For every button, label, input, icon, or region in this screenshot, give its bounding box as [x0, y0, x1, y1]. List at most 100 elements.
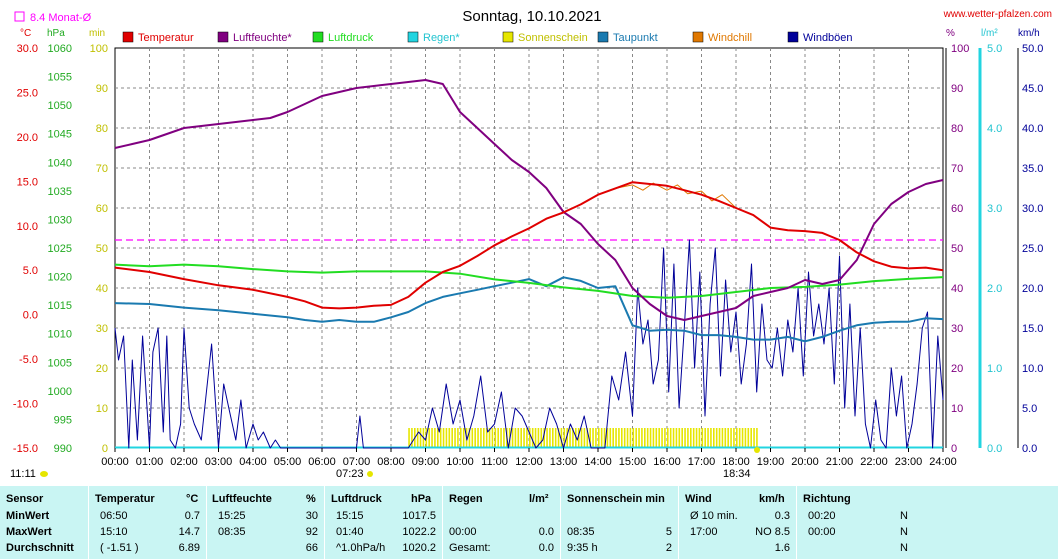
sunshine-bar: [560, 428, 563, 448]
sunshine-bar: [531, 428, 534, 448]
minutes-tick-label: 0: [102, 443, 108, 455]
sunshine-bar: [546, 428, 548, 448]
header-sensor: Sensor: [6, 493, 44, 505]
pressure-tick-label: 1030: [48, 214, 72, 226]
sunshine-bar: [428, 428, 430, 448]
stat-row-label: MinWert: [6, 510, 50, 522]
humidity-tick-label: 90: [951, 83, 963, 95]
unit-pressure: hPa: [47, 28, 65, 39]
sunshine-bar: [474, 428, 476, 448]
pressure-tick-label: 1055: [48, 72, 72, 84]
humidity-tick-label: 10: [951, 403, 963, 415]
pressure-tick-label: 995: [54, 414, 72, 426]
sunshine-bar: [497, 428, 499, 448]
sunshine-bar: [727, 428, 729, 448]
x-tick-label: 09:00: [412, 456, 440, 468]
stat-cell: ( -1.51 ): [100, 542, 139, 554]
legend-label: Taupunkt: [613, 32, 658, 44]
pressure-tick-label: 1035: [48, 186, 72, 198]
sunrise-icon: [367, 471, 373, 477]
sunshine-bar: [646, 428, 649, 448]
legend-label: Windböen: [803, 32, 853, 44]
sunshine-bar: [552, 428, 554, 448]
sunshine-bar: [520, 428, 522, 448]
sunshine-bar: [600, 428, 603, 448]
x-tick-label: 24:00: [929, 456, 957, 468]
sunshine-bar: [529, 428, 531, 448]
x-tick-label: 17:00: [688, 456, 716, 468]
sunshine-bar: [583, 428, 586, 448]
sunshine-bar: [661, 428, 663, 448]
temp-tick-label: 20.0: [17, 132, 38, 144]
sunshine-bar: [724, 428, 727, 448]
minutes-tick-label: 50: [96, 243, 108, 255]
humidity-tick-label: 20: [951, 363, 963, 375]
sunshine-bar: [733, 428, 735, 448]
pressure-tick-label: 1005: [48, 357, 72, 369]
x-tick-label: 00:00: [101, 456, 129, 468]
wind-tick-label: 35.0: [1022, 163, 1043, 175]
x-tick-label: 03:00: [205, 456, 233, 468]
rain-tick-label: 2.0: [987, 283, 1002, 295]
stat-cell: 1.6: [774, 542, 790, 554]
sunshine-bar: [408, 428, 410, 448]
minutes-tick-label: 30: [96, 323, 108, 335]
series-group: [114, 79, 944, 449]
humidity-tick-label: 100: [951, 43, 969, 55]
sunshine-bar: [707, 428, 709, 448]
sunshine-bar: [563, 428, 566, 448]
pressure-tick-label: 1010: [48, 329, 72, 341]
sunshine-bar: [572, 428, 574, 448]
sunshine-bar: [460, 428, 462, 448]
minutes-tick-label: 70: [96, 163, 108, 175]
legend-swatch: [312, 31, 324, 43]
wind-tick-label: 40.0: [1022, 123, 1043, 135]
stat-cell: 17:00: [690, 526, 718, 538]
sunshine-bar: [503, 428, 505, 448]
legend-swatch: [122, 31, 134, 43]
minutes-tick-label: 100: [90, 43, 108, 55]
stat-cell: 1022.2: [402, 526, 436, 538]
sunshine-bar: [491, 428, 494, 448]
pressure-tick-label: 1050: [48, 100, 72, 112]
time-current: 11:11: [10, 468, 36, 480]
sunshine-bar: [615, 428, 617, 448]
series-windböen: [114, 239, 944, 449]
stat-cell: 9:35 h: [567, 542, 598, 554]
site-link[interactable]: www.wetter-pfalzen.com: [943, 9, 1052, 20]
sunshine-bar: [747, 428, 750, 448]
sunshine-bar: [744, 428, 747, 448]
sunshine-bar: [566, 428, 568, 448]
humidity-tick-label: 60: [951, 203, 963, 215]
stat-cell: Gesamt:: [449, 542, 491, 554]
stat-cell: 08:35: [567, 526, 595, 538]
wind-tick-label: 5.0: [1022, 403, 1037, 415]
sunshine-bar: [632, 428, 635, 448]
sunshine-bar: [684, 428, 686, 448]
stat-cell: 0.7: [184, 510, 200, 522]
humidity-tick-label: 50: [951, 243, 963, 255]
sunshine-bar: [669, 428, 672, 448]
sunshine-bar: [678, 428, 681, 448]
sunshine-bar: [715, 428, 718, 448]
x-tick-label: 20:00: [791, 456, 819, 468]
sunshine-bar: [641, 428, 643, 448]
sunshine-bar: [454, 428, 456, 448]
stat-cell: 08:35: [218, 526, 246, 538]
legend-label: Temperatur: [138, 32, 194, 44]
stat-row-label: MaxWert: [6, 526, 52, 538]
humidity-tick-label: 80: [951, 123, 963, 135]
legend-swatch: [787, 31, 799, 43]
sunshine-bar: [753, 428, 755, 448]
sunshine-bar: [664, 428, 666, 448]
sunshine-bar: [710, 428, 712, 448]
temp-tick-label: 15.0: [17, 176, 38, 188]
sunshine-bar: [471, 428, 474, 448]
humidity-tick-label: 70: [951, 163, 963, 175]
sunshine-bar: [580, 428, 583, 448]
sunshine-bar: [618, 428, 620, 448]
sunshine-bar: [635, 428, 637, 448]
sunshine-bar: [485, 428, 488, 448]
sunshine-bar: [718, 428, 721, 448]
sunshine-bar: [526, 428, 528, 448]
